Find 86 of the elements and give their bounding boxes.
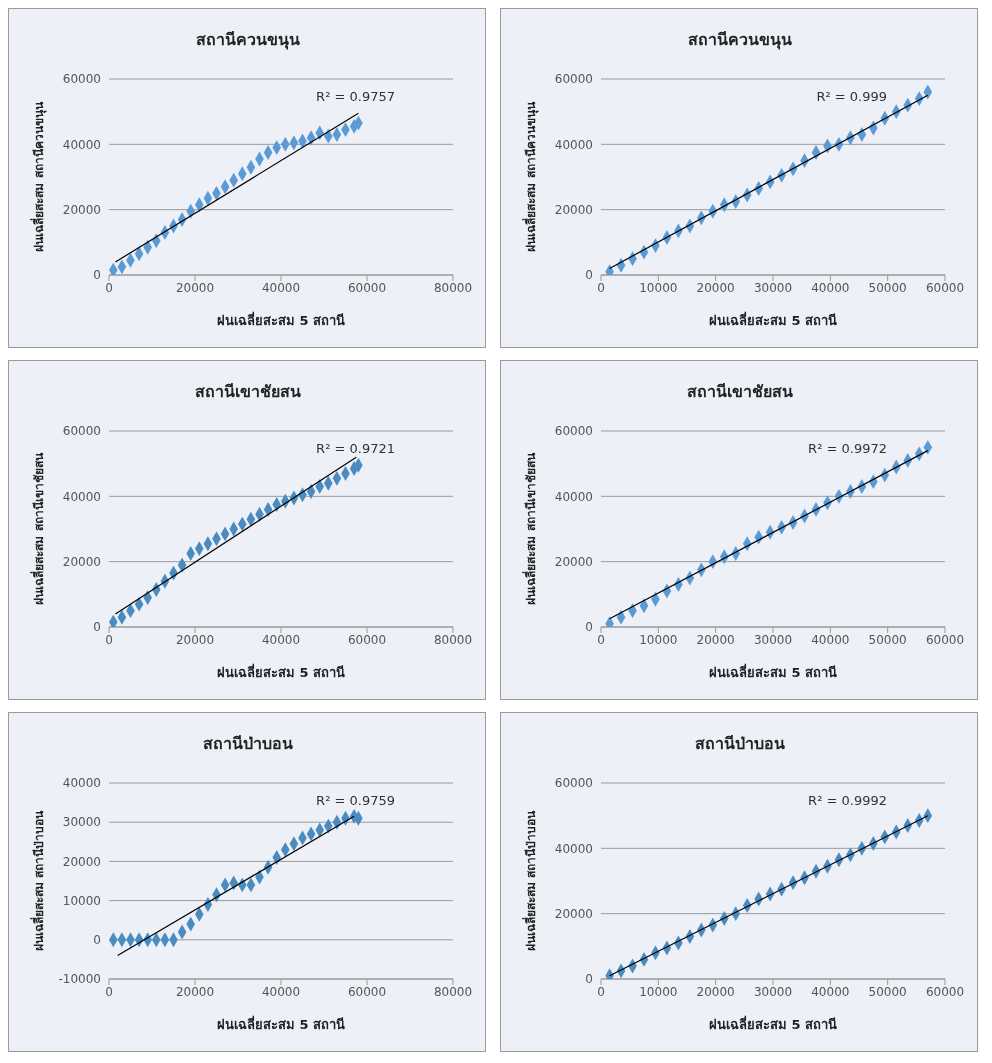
x-tick-label: 0	[105, 632, 113, 647]
x-tick-label: 80000	[433, 280, 473, 295]
y-tick-label: 60000	[62, 424, 101, 439]
y-axis-title: ฝนเฉลี่ยสะสม สถานีป่าบอน	[30, 809, 47, 952]
x-tick-label: 60000	[347, 280, 387, 295]
x-tick-label: 40000	[811, 280, 850, 295]
y-tick-label: 20000	[554, 906, 593, 921]
y-tick-label: 20000	[62, 854, 101, 869]
x-tick-label: 0	[105, 984, 113, 999]
y-tick-label: 20000	[62, 202, 101, 217]
x-axis-title: ฝนเฉลี่ยสะสม 5 สถานี	[216, 311, 346, 328]
y-tick-label: 0	[585, 972, 593, 987]
x-tick-label: 10000	[639, 632, 678, 647]
y-tick-label: 20000	[62, 554, 101, 569]
x-axis-title: ฝนเฉลี่ยสะสม 5 สถานี	[216, 663, 346, 680]
y-tick-label: -10000	[58, 972, 101, 987]
x-tick-label: 80000	[433, 984, 473, 999]
x-tick-label: 0	[597, 280, 605, 295]
annotation: R² = 0.9721	[316, 441, 395, 456]
y-tick-label: 60000	[554, 72, 593, 87]
chart-title: สถานีป่าบอน	[202, 733, 294, 755]
y-axis-title: ฝนเฉลี่ยสะสม สถานีเขาชัยสน	[30, 452, 47, 605]
y-tick-label: 0	[585, 620, 593, 635]
y-tick-label: 40000	[554, 137, 593, 152]
x-tick-label: 60000	[347, 632, 387, 647]
y-tick-label: 60000	[62, 72, 101, 87]
x-tick-label: 50000	[868, 280, 907, 295]
x-tick-label: 40000	[811, 984, 850, 999]
chart-title: สถานีป่าบอน	[694, 733, 786, 755]
y-tick-label: 40000	[554, 489, 593, 504]
x-tick-label: 20000	[175, 280, 215, 295]
y-tick-label: 20000	[554, 554, 593, 569]
y-axis-title: ฝนเฉลี่ยสะสม สถานีเขาชัยสน	[522, 452, 539, 605]
y-tick-label: 0	[93, 268, 101, 283]
y-tick-label: 10000	[62, 893, 101, 908]
x-tick-label: 20000	[696, 984, 735, 999]
x-tick-label: 60000	[925, 984, 965, 999]
x-axis-title: ฝนเฉลี่ยสะสม 5 สถานี	[708, 663, 838, 680]
y-tick-label: 0	[93, 620, 101, 635]
chart-title: สถานีควนขนุน	[195, 29, 301, 52]
x-tick-label: 30000	[753, 280, 793, 295]
x-axis-title: ฝนเฉลี่ยสะสม 5 สถานี	[708, 311, 838, 328]
x-tick-label: 40000	[261, 984, 301, 999]
y-tick-label: 30000	[62, 815, 101, 830]
x-tick-label: 40000	[261, 280, 301, 295]
y-tick-label: 0	[93, 933, 101, 948]
y-axis-title: ฝนเฉลี่ยสะสม สถานีควนขนุน	[30, 101, 48, 252]
y-tick-label: 60000	[554, 776, 593, 791]
x-tick-label: 50000	[868, 984, 907, 999]
annotation: R² = 0.9759	[316, 793, 395, 808]
x-tick-label: 60000	[925, 632, 965, 647]
x-tick-label: 40000	[261, 632, 301, 647]
x-tick-label: 60000	[347, 984, 387, 999]
annotation: R² = 0.9972	[808, 441, 887, 456]
y-tick-label: 40000	[554, 841, 593, 856]
x-axis-title: ฝนเฉลี่ยสะสม 5 สถานี	[708, 1015, 838, 1032]
y-tick-label: 40000	[62, 489, 101, 504]
x-tick-label: 50000	[868, 632, 907, 647]
y-tick-label: 60000	[554, 424, 593, 439]
y-axis-title: ฝนเฉลี่ยสะสม สถานีควนขนุน	[522, 101, 540, 252]
y-tick-label: 40000	[62, 137, 101, 152]
annotation: R² = 0.9757	[316, 89, 395, 104]
x-tick-label: 20000	[696, 632, 735, 647]
x-tick-label: 80000	[433, 632, 473, 647]
y-axis-title: ฝนเฉลี่ยสะสม สถานีป่าบอน	[522, 809, 539, 952]
x-tick-label: 20000	[175, 984, 215, 999]
y-tick-label: 0	[585, 268, 593, 283]
x-tick-label: 10000	[639, 280, 678, 295]
x-tick-label: 0	[105, 280, 113, 295]
x-tick-label: 10000	[639, 984, 678, 999]
x-tick-label: 0	[597, 984, 605, 999]
x-tick-label: 60000	[925, 280, 965, 295]
y-tick-label: 20000	[554, 202, 593, 217]
x-axis-title: ฝนเฉลี่ยสะสม 5 สถานี	[216, 1015, 346, 1032]
chart-title: สถานีควนขนุน	[687, 29, 793, 52]
x-tick-label: 20000	[175, 632, 215, 647]
annotation: R² = 0.999	[816, 89, 887, 104]
x-tick-label: 0	[597, 632, 605, 647]
x-tick-label: 20000	[696, 280, 735, 295]
x-tick-label: 30000	[753, 632, 793, 647]
annotation: R² = 0.9992	[808, 793, 887, 808]
chart-title: สถานีเขาชัยสน	[686, 381, 794, 403]
y-tick-label: 40000	[62, 776, 101, 791]
x-tick-label: 40000	[811, 632, 850, 647]
chart-title: สถานีเขาชัยสน	[194, 381, 302, 403]
x-tick-label: 30000	[753, 984, 793, 999]
